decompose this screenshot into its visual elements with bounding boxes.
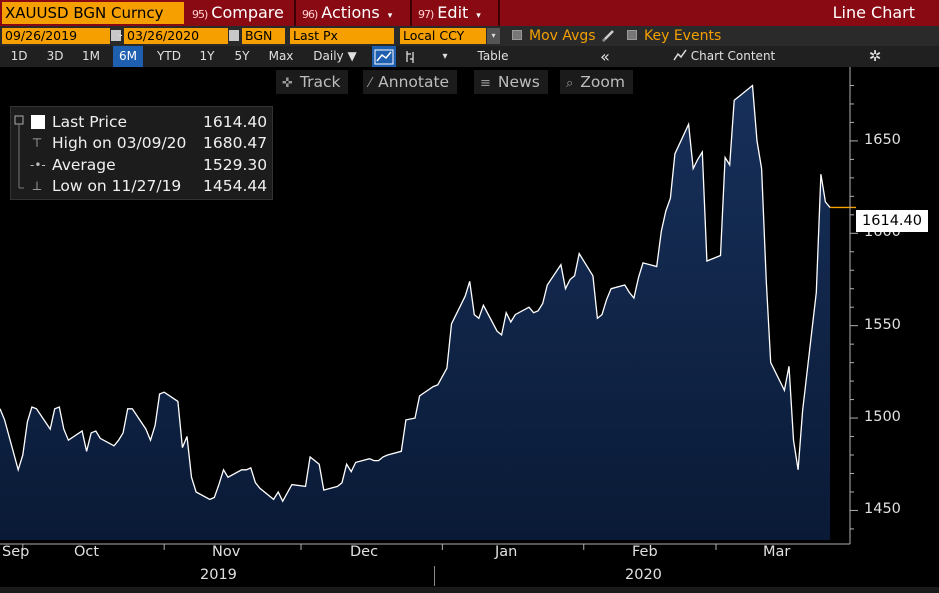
range-button-max[interactable]: Max (268, 49, 294, 63)
key-events-label[interactable]: Key Events (644, 28, 722, 44)
y-tick-label: 1450 (864, 501, 901, 518)
compare-button[interactable]: 95) Compare (192, 0, 284, 26)
x-tick-label-oct: Oct (74, 544, 100, 560)
range-button-ytd[interactable]: YTD (157, 49, 181, 63)
price-field-selector[interactable]: Last Px (290, 28, 394, 44)
annotate-label: Annotate (378, 73, 450, 91)
legend-average-label: Average (52, 156, 116, 174)
chart-content-label: Chart Content (690, 49, 776, 63)
legend-last-price-label: Last Price (52, 113, 128, 131)
track-tool-button[interactable]: ✜ Track (276, 70, 349, 94)
annotate-tool-button[interactable]: ⁄ Annotate (363, 70, 458, 94)
year-divider (434, 566, 435, 586)
range-button-1d[interactable]: 1D (10, 49, 28, 63)
chart-content-icon (673, 49, 687, 61)
actions-shortcut: 96) (302, 8, 318, 21)
actions-caret-icon: ▾ (387, 11, 393, 21)
range-button-1m[interactable]: 1M (82, 49, 100, 63)
compare-shortcut: 95) (192, 8, 208, 21)
currency-dropdown-icon[interactable]: ▾ (487, 28, 500, 44)
track-label: Track (299, 73, 341, 91)
bar-style-button[interactable] (400, 46, 420, 67)
chart-legend (10, 106, 273, 200)
price-area-fill (0, 85, 830, 540)
x-tick-label-mar: Mar (763, 544, 791, 560)
x-tick-label-sep: Sep (2, 544, 30, 560)
range-bar (0, 46, 939, 67)
compare-label: Compare (211, 3, 284, 22)
toolbar-divider (294, 0, 296, 26)
y-tick-label: 1650 (864, 131, 901, 148)
legend-high-label: High on 03/09/20 (52, 134, 187, 152)
legend-average-value: 1529.30 (203, 156, 268, 174)
pricing-source-field[interactable]: BGN (242, 28, 285, 44)
bottom-command-bar (0, 587, 939, 593)
key-events-checkbox[interactable] (627, 30, 637, 40)
x-tick-label-dec: Dec (350, 544, 379, 560)
edit-shortcut: 97) (418, 8, 434, 21)
settings-gear-icon[interactable]: ✲ (868, 47, 882, 65)
y-tick-label: 1500 (864, 409, 901, 426)
axis-ticks (22, 84, 858, 550)
calendar-icon[interactable] (229, 30, 239, 41)
style-dropdown-icon[interactable]: ▾ (442, 51, 448, 62)
series-color-swatch[interactable] (31, 115, 45, 129)
legend-last-price-value: 1614.40 (203, 113, 268, 131)
legend-high-value: 1680.47 (203, 134, 268, 152)
zoom-tool-button[interactable]: ⌕ Zoom (560, 70, 633, 94)
range-button-1y[interactable]: 1Y (199, 49, 215, 63)
range-button-5y[interactable]: 5Y (234, 49, 250, 63)
actions-button[interactable]: 96) Actions ▾ (302, 0, 392, 26)
legend-low-value: 1454.44 (203, 177, 268, 195)
mov-avgs-checkbox[interactable] (512, 30, 522, 40)
start-date-field[interactable]: 09/26/2019 (2, 28, 110, 44)
x-tick-label-nov: Nov (212, 544, 241, 560)
collapse-panel-icon[interactable]: « (600, 47, 610, 66)
mov-avgs-label[interactable]: Mov Avgs (529, 28, 596, 44)
toolbar-divider (498, 0, 500, 26)
pencil-icon[interactable] (601, 29, 615, 43)
chart-content-button[interactable]: Chart Content (664, 46, 784, 67)
news-tool-button[interactable]: ≡ News (474, 70, 548, 94)
table-button[interactable]: Table (477, 49, 509, 63)
date-range-separator: - (118, 28, 123, 43)
news-lines-icon: ≡ (480, 76, 491, 91)
last-price-callout: 1614.40 (856, 210, 928, 232)
frequency-dropdown[interactable]: Daily ▼ (313, 49, 357, 63)
crosshair-icon: ✜ (282, 76, 293, 91)
average-marker-icon: -•- (30, 158, 46, 172)
price-line[interactable] (0, 84, 831, 503)
legend-low-label: Low on 11/27/19 (52, 177, 182, 195)
edit-label: Edit (437, 3, 469, 22)
legend-bracket (14, 115, 24, 189)
price-area-series (0, 84, 856, 540)
range-button-6m[interactable]: 6M (113, 46, 143, 67)
edit-caret-icon: ▾ (476, 11, 481, 21)
actions-label: Actions (321, 3, 380, 22)
edit-button[interactable]: 97) Edit ▾ (418, 0, 481, 26)
chart-axes (0, 67, 851, 545)
year-label-2019: 2019 (200, 567, 237, 583)
y-tick-label: 1550 (864, 316, 901, 333)
range-button-3d[interactable]: 3D (46, 49, 64, 63)
year-label-2020: 2020 (625, 567, 662, 583)
line-chart-style-button[interactable] (372, 46, 396, 67)
ohlc-bar-icon (406, 51, 414, 63)
x-tick-label-feb: Feb (632, 544, 658, 560)
annotate-pen-icon: ⁄ (369, 76, 372, 91)
line-chart-icon (374, 49, 394, 65)
chart-type-title: Line Chart (832, 3, 915, 22)
low-marker-icon: ⊥ (31, 179, 43, 193)
toolbar-divider (410, 0, 412, 26)
magnifier-icon: ⌕ (566, 76, 574, 91)
zoom-label: Zoom (580, 73, 625, 91)
x-tick-label-jan: Jan (495, 544, 518, 560)
currency-selector[interactable]: Local CCY (400, 28, 486, 44)
security-ticker-field[interactable]: XAUUSD BGN Curncy (2, 2, 184, 24)
high-marker-icon: ⊤ (31, 136, 43, 150)
end-date-field[interactable]: 03/26/2020 (124, 28, 228, 44)
news-label: News (497, 73, 540, 91)
calendar-icon[interactable] (111, 30, 121, 41)
